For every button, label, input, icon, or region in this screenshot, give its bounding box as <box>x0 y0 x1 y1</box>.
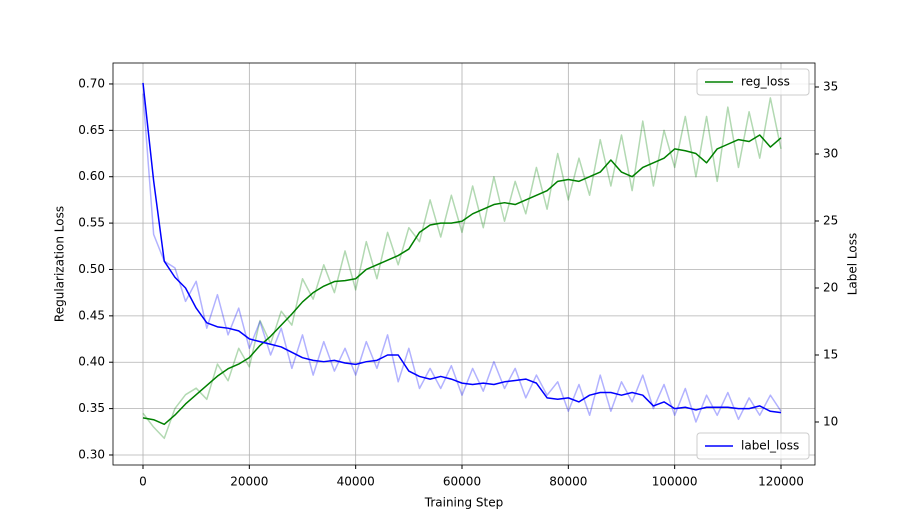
line-series <box>142 134 782 426</box>
x-tick-label: 80000 <box>549 475 587 489</box>
plot-frame <box>112 62 816 466</box>
y-tick-label: 0.65 <box>78 123 105 137</box>
legend-label: reg_loss <box>741 75 790 89</box>
y-tick-label: 0.60 <box>78 169 105 183</box>
x-tick-label: 40000 <box>337 475 375 489</box>
y-axis-label: Regularization Loss <box>53 206 67 322</box>
legend-label: label_loss <box>741 439 799 453</box>
y-tick-label: 0.45 <box>78 308 105 322</box>
y2-axis-label: Label Loss <box>846 233 860 296</box>
raw-line-series <box>142 93 782 423</box>
y-tick-label: 0.40 <box>78 355 105 369</box>
y-tick-label: 0.70 <box>78 76 105 90</box>
x-tick-label: 120000 <box>758 475 804 489</box>
x-tick-label: 0 <box>139 475 147 489</box>
legend-box <box>696 68 810 96</box>
y2-tick-label: 15 <box>823 347 838 361</box>
x-tick-label: 60000 <box>443 475 481 489</box>
y2-tick-label: 25 <box>823 213 838 227</box>
legend-box <box>696 432 810 460</box>
y2-tick-label: 10 <box>823 414 838 428</box>
y-tick-label: 0.55 <box>78 216 105 230</box>
y-tick-label: 0.50 <box>78 262 105 276</box>
y2-tick-label: 35 <box>823 79 838 93</box>
x-axis-label: Training Step <box>424 496 504 510</box>
raw-line-series <box>142 97 782 440</box>
y-tick-label: 0.35 <box>78 401 105 415</box>
y-tick-label: 0.30 <box>78 447 105 461</box>
line-series <box>142 82 782 414</box>
y2-tick-label: 30 <box>823 146 838 160</box>
x-tick-label: 100000 <box>652 475 698 489</box>
x-tick-label: 20000 <box>230 475 268 489</box>
y2-tick-label: 20 <box>823 280 838 294</box>
